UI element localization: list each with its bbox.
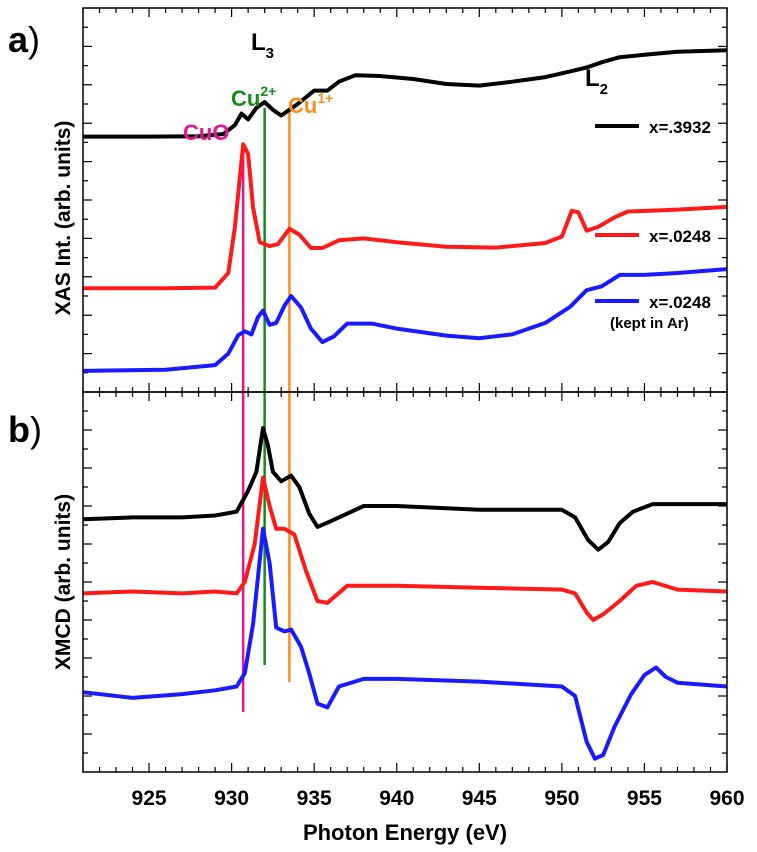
x-tick-label: 940 — [379, 787, 414, 810]
series-line — [83, 48, 728, 139]
reference-line-label: Cu2+ — [231, 83, 276, 111]
legend-label: x=.0248 — [649, 227, 711, 246]
panel-label: a) — [8, 19, 40, 60]
edge-label: L2 — [585, 65, 608, 98]
x-tick-label: 935 — [297, 787, 332, 810]
x-tick-label: 925 — [132, 787, 167, 810]
legend-label: x=.3932 — [649, 118, 711, 137]
series-line — [82, 426, 727, 552]
x-tick-label: 930 — [214, 787, 249, 810]
plot-frame — [82, 391, 728, 773]
reference-line-label: CuO — [183, 120, 229, 145]
x-tick-label: 945 — [462, 787, 497, 810]
legend-label: x=.0248 — [649, 293, 711, 312]
reference-line-label: Cu1+ — [288, 90, 333, 118]
legend-label-note: (kept in Ar) — [610, 315, 689, 332]
series-line — [82, 526, 728, 761]
y-axis-label: XAS Int. (arb. units) — [52, 121, 75, 316]
x-axis-label: Photon Energy (eV) — [303, 820, 507, 845]
edge-label: L3 — [251, 29, 274, 62]
series-line — [82, 475, 728, 622]
plot-frame — [82, 7, 728, 393]
x-tick-label: 955 — [627, 787, 662, 810]
x-tick-label: 960 — [709, 787, 744, 810]
x-tick-label: 950 — [544, 787, 579, 810]
panel-b-xmcd: b) XMCD (arb. units) 925 930 935 940 945 950 955… — [8, 391, 745, 845]
series-line — [82, 267, 728, 373]
series-line — [83, 142, 728, 291]
y-axis-label: XMCD (arb. units) — [52, 494, 75, 670]
panel-label: b) — [8, 409, 42, 450]
